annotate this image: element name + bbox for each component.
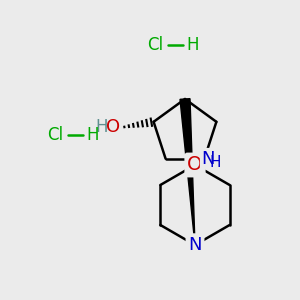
Polygon shape	[180, 99, 195, 245]
Text: H: H	[96, 118, 108, 136]
Text: H: H	[210, 155, 221, 170]
Text: N: N	[202, 150, 215, 168]
Text: O: O	[106, 118, 120, 136]
Text: Cl: Cl	[47, 126, 63, 144]
Text: N: N	[188, 236, 202, 254]
Text: O: O	[187, 155, 203, 175]
Text: H: H	[87, 126, 99, 144]
Text: Cl: Cl	[147, 36, 163, 54]
Text: H: H	[187, 36, 199, 54]
